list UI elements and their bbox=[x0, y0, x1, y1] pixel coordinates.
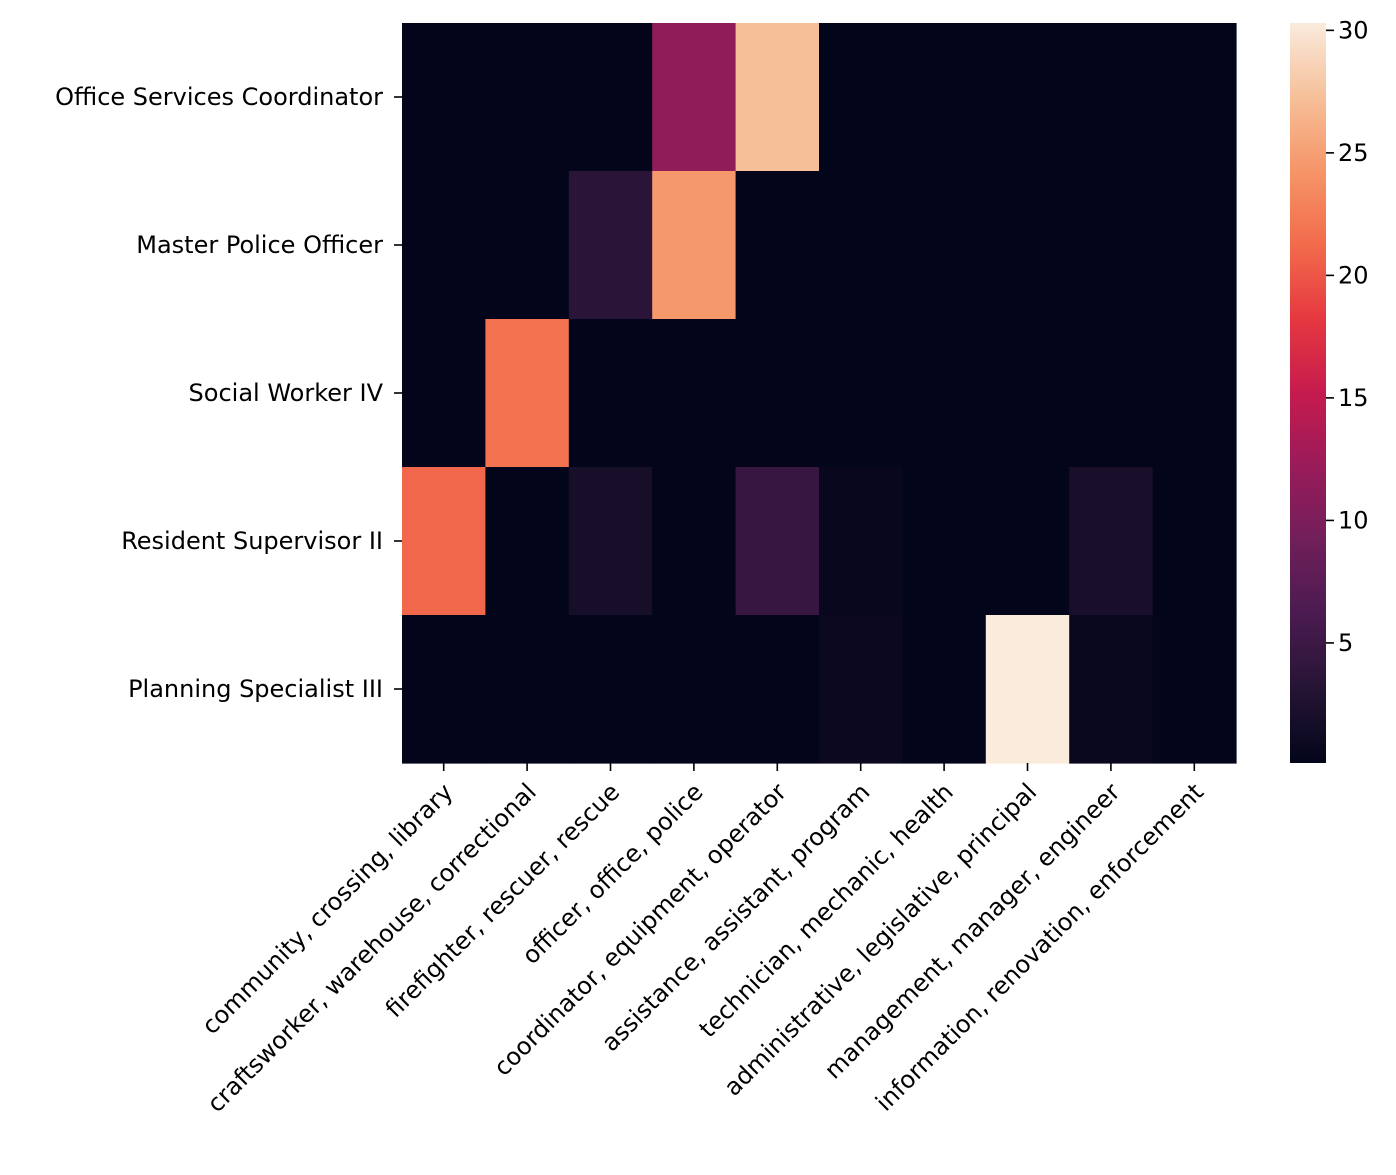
heatmap-cells bbox=[402, 23, 1237, 764]
x-tick-label: management, manager, engineer bbox=[819, 778, 1126, 1085]
y-tick-label: Planning Specialist III bbox=[128, 675, 383, 703]
heatmap-cell bbox=[568, 467, 653, 616]
x-tick-label: coordinator, equipment, operator bbox=[488, 778, 792, 1082]
heatmap-cell bbox=[1152, 467, 1237, 616]
heatmap-cell bbox=[1152, 171, 1237, 320]
heatmap-cell bbox=[485, 319, 570, 468]
heatmap-cell bbox=[652, 171, 737, 320]
heatmap-cell bbox=[1152, 319, 1237, 468]
heatmap-cell bbox=[819, 467, 903, 616]
heatmap-cell bbox=[652, 467, 737, 616]
heatmap-cell bbox=[568, 615, 653, 764]
heatmap-cell bbox=[1069, 615, 1154, 764]
heatmap-cell bbox=[652, 23, 737, 172]
heatmap-cell bbox=[402, 23, 486, 172]
heatmap-cell bbox=[652, 615, 737, 764]
colorbar-tick-label: 10 bbox=[1338, 506, 1369, 534]
heatmap-cell bbox=[902, 23, 987, 172]
heatmap-cell bbox=[735, 615, 820, 764]
heatmap-cell bbox=[402, 615, 486, 764]
heatmap-cell bbox=[652, 319, 737, 468]
x-tick-label: craftsworker, warehouse, correctional bbox=[202, 778, 542, 1118]
y-tick-label: Resident Supervisor II bbox=[121, 527, 383, 555]
x-tick-label: administrative, legislative, principal bbox=[719, 778, 1043, 1102]
y-tick-label: Master Police Officer bbox=[136, 231, 383, 259]
heatmap-cell bbox=[985, 171, 1070, 320]
heatmap-cell bbox=[1152, 23, 1237, 172]
heatmap-cell bbox=[985, 319, 1070, 468]
heatmap-cell bbox=[902, 615, 987, 764]
colorbar-tick-label: 25 bbox=[1338, 139, 1369, 167]
heatmap-cell bbox=[485, 467, 570, 616]
heatmap-cell bbox=[735, 319, 820, 468]
heatmap-cell bbox=[402, 467, 486, 616]
heatmap-cell bbox=[1069, 467, 1154, 616]
heatmap-cell bbox=[568, 319, 653, 468]
heatmap-cell bbox=[1152, 615, 1237, 764]
heatmap-cell bbox=[735, 467, 820, 616]
heatmap-cell bbox=[402, 319, 486, 468]
heatmap-cell bbox=[819, 171, 903, 320]
heatmap-cell bbox=[985, 23, 1070, 172]
heatmap-cell bbox=[485, 615, 570, 764]
colorbar-tick-label: 30 bbox=[1338, 16, 1369, 44]
heatmap-cell bbox=[568, 23, 653, 172]
heatmap-cell bbox=[902, 467, 987, 616]
colorbar-tick-label: 15 bbox=[1338, 384, 1369, 412]
heatmap-cell bbox=[1069, 23, 1154, 172]
heatmap-cell bbox=[735, 171, 820, 320]
heatmap-cell bbox=[985, 467, 1070, 616]
heatmap-cell bbox=[819, 319, 903, 468]
y-tick-label: Office Services Coordinator bbox=[55, 83, 383, 111]
heatmap-cell bbox=[568, 171, 653, 320]
heatmap-cell bbox=[902, 171, 987, 320]
heatmap-cell bbox=[402, 171, 486, 320]
heatmap-cell bbox=[1069, 171, 1154, 320]
colorbar-gradient bbox=[1290, 23, 1326, 763]
heatmap-cell bbox=[485, 23, 570, 172]
colorbar-tick-label: 5 bbox=[1338, 629, 1353, 657]
colorbar: 5 10 15 20 25 30 bbox=[1290, 16, 1369, 763]
y-axis: Office Services Coordinator Master Police… bbox=[55, 83, 402, 703]
x-axis: community, crossing, librarycraftsworker… bbox=[196, 763, 1209, 1118]
heatmap-cell bbox=[735, 23, 820, 172]
colorbar-tick-label: 20 bbox=[1338, 261, 1369, 289]
heatmap-cell bbox=[819, 615, 903, 764]
y-tick-label: Social Worker IV bbox=[189, 379, 384, 407]
heatmap-cell bbox=[485, 171, 570, 320]
heatmap-cell bbox=[902, 319, 987, 468]
heatmap-cell bbox=[1069, 319, 1154, 468]
heatmap-cell bbox=[819, 23, 903, 172]
heatmap-cell bbox=[985, 615, 1070, 764]
